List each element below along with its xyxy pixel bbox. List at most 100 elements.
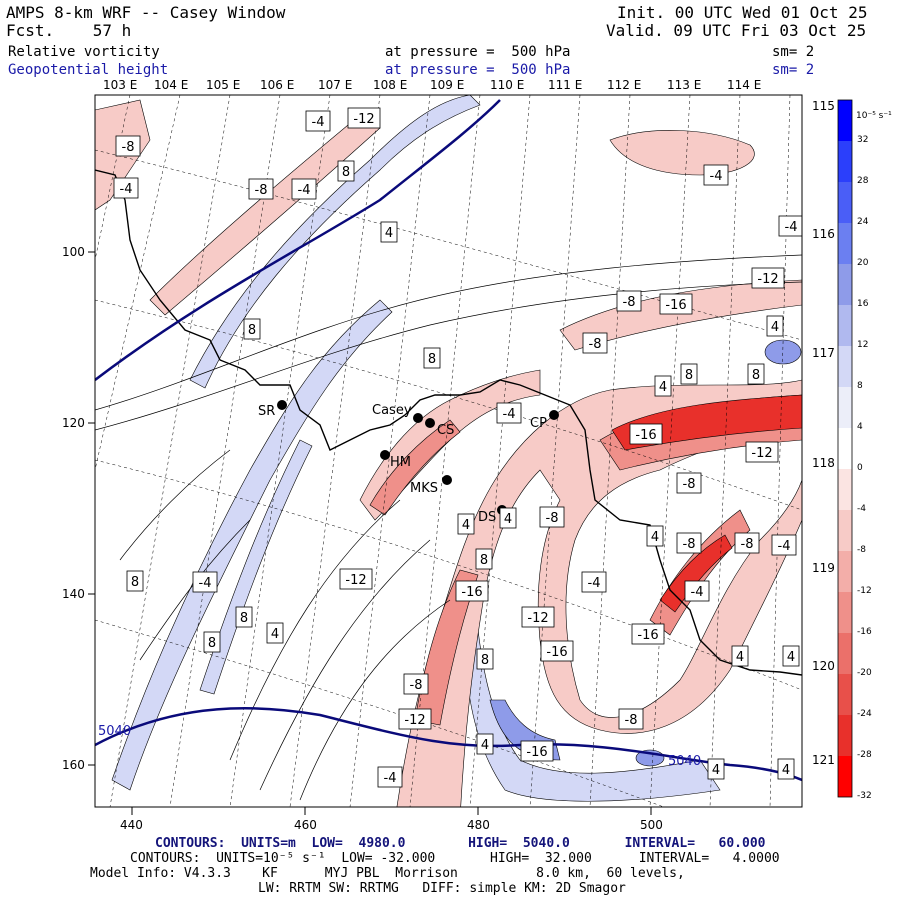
contour-label: 4 — [385, 226, 393, 241]
grid-y-label: 160 — [62, 758, 85, 772]
colorbar-swatch — [838, 305, 852, 346]
contour-label: -12 — [751, 446, 772, 461]
colorbar-swatch — [838, 428, 852, 469]
station-label-mks: MKS — [410, 481, 438, 496]
station-label-ds: DS — [478, 510, 496, 525]
colorbar-frame — [837, 99, 853, 798]
contour-label: -16 — [526, 745, 547, 760]
contour-label-box — [731, 645, 749, 667]
grid-x-label: 500 — [640, 818, 663, 832]
colorbar-tick: 8 — [857, 381, 863, 391]
colorbar-tick: 0 — [857, 463, 863, 473]
colorbar-tick: -4 — [857, 504, 866, 514]
colorbar-swatch — [838, 510, 852, 551]
grid-axis-labels: 440 460 480 500 100 120 140 160 — [62, 245, 663, 832]
colorbar-swatch — [838, 756, 852, 797]
contour-label-box — [582, 332, 608, 354]
station-label-cs: CS — [437, 423, 454, 438]
contour-label: -4 — [785, 220, 798, 235]
contour-label: 8 — [342, 165, 350, 180]
contour-label-box — [475, 548, 493, 570]
contour-label: 8 — [481, 653, 489, 668]
field1-name: Relative vorticity — [8, 44, 160, 60]
lon-label: 112 E — [607, 78, 641, 92]
contour-label-box — [631, 623, 665, 645]
colorbar-tick: 28 — [857, 176, 869, 186]
lon-label: 105 E — [206, 78, 240, 92]
contour-label-box — [771, 534, 797, 556]
contour-label-box — [646, 525, 664, 547]
contour-label-box — [398, 708, 432, 730]
colorbar-tick: 32 — [857, 135, 868, 145]
contour-label-box — [745, 441, 779, 463]
contour-label-box — [291, 178, 317, 200]
contour-label-box — [248, 178, 274, 200]
contour-label: -16 — [635, 428, 656, 443]
contour-label-box — [347, 107, 381, 129]
coastline — [95, 169, 802, 676]
grid-x-label: 460 — [294, 818, 317, 832]
contour-label-box — [192, 571, 218, 593]
contour-label: -4 — [503, 407, 516, 422]
contour-label: -8 — [741, 537, 754, 552]
contour-label: 8 — [208, 636, 216, 651]
footer-model-info: Model Info: V4.3.3 KF MYJ PBL Morrison 8… — [90, 866, 685, 881]
contour-label-box — [676, 472, 702, 494]
height-contour-north — [95, 99, 501, 381]
contour-label-box — [521, 606, 555, 628]
contour-label-box — [457, 513, 475, 535]
contour-label: 4 — [659, 380, 667, 395]
contour-label: 8 — [240, 611, 248, 626]
contour-label: 4 — [736, 650, 744, 665]
station-dot-cs — [425, 418, 435, 428]
colorbar-tick: 24 — [857, 217, 869, 227]
colorbar-swatch — [838, 633, 852, 674]
contour-label: -12 — [404, 713, 425, 728]
contour-label-box — [496, 402, 522, 424]
field1-smoothing: sm= 2 — [772, 44, 815, 60]
contour-label-box — [684, 580, 710, 602]
contour-label: 8 — [428, 352, 436, 367]
colorbar-tick: 20 — [857, 258, 869, 268]
contour-label: -4 — [588, 576, 601, 591]
contour-label: -4 — [778, 539, 791, 554]
colorbar-swatch — [838, 346, 852, 387]
colorbar-units: 10⁻⁵ s⁻¹ — [856, 111, 892, 121]
footer-height-contours: CONTOURS: UNITS=m LOW= 4980.0 HIGH= 5040… — [155, 836, 766, 851]
lon-label: 114 E — [727, 78, 761, 92]
field2-smoothing: sm= 2 — [772, 62, 815, 78]
station-label-sr: SR — [258, 404, 275, 419]
contour-label-box — [476, 733, 494, 755]
init-time: Init. 00 UTC Wed 01 Oct 25 — [617, 3, 868, 22]
colorbar-tick: 16 — [857, 299, 869, 309]
contour-label: 4 — [481, 738, 489, 753]
contour-label-box — [707, 758, 725, 780]
contour-label: 4 — [787, 650, 795, 665]
contour-label-box — [380, 221, 398, 243]
station-dot-cp — [549, 410, 559, 420]
contour-label-box — [126, 570, 144, 592]
lon-label: 106 E — [260, 78, 294, 92]
contour-label-box — [539, 506, 565, 528]
colorbar-tick: -24 — [857, 709, 872, 719]
grid-x-label: 480 — [467, 818, 490, 832]
grid-y-label: 140 — [62, 587, 85, 601]
station-label-casey: Casey — [372, 403, 412, 418]
colorbar-swatch — [838, 182, 852, 223]
station-dot-sr — [277, 400, 287, 410]
contour-label-box — [616, 290, 642, 312]
contour-label-box — [659, 293, 693, 315]
contour-label: -8 — [683, 477, 696, 492]
contour-label: -4 — [710, 169, 723, 184]
contour-label-box — [235, 606, 253, 628]
lon-label: 103 E — [103, 78, 137, 92]
grid-y-label: 100 — [62, 245, 85, 259]
lon-label: 110 E — [490, 78, 524, 92]
lon-label: 109 E — [430, 78, 464, 92]
contour-label-box — [540, 640, 574, 662]
colorbar-tick: -16 — [857, 627, 872, 637]
height-label-east: 5040 — [668, 754, 701, 769]
contour-label-box — [203, 631, 221, 653]
colorbar-tick: -20 — [857, 668, 872, 678]
contour-label-box — [680, 363, 698, 385]
